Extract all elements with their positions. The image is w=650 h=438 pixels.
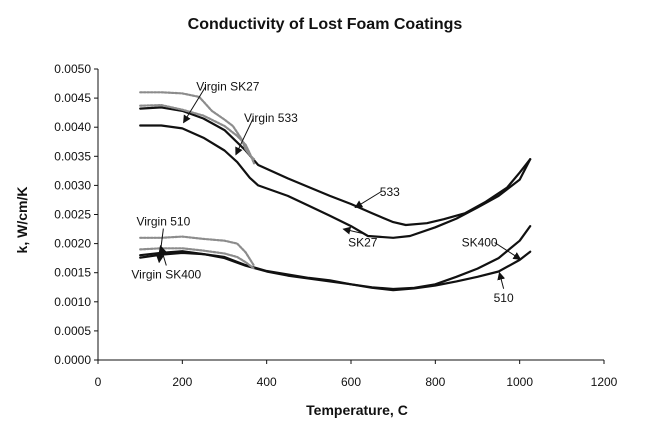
y-tick-label: 0.0020 <box>54 237 91 251</box>
y-tick-label: 0.0035 <box>54 149 91 163</box>
y-tick-label: 0.0040 <box>54 120 91 134</box>
annotation-label-510: 510 <box>494 291 514 305</box>
chart-title: Conductivity of Lost Foam Coatings <box>187 16 463 33</box>
x-tick-label: 0 <box>95 375 102 389</box>
series-layer <box>139 91 532 292</box>
y-tick-label: 0.0000 <box>54 353 91 367</box>
annotation-arrow-510 <box>497 271 506 289</box>
annotation-arrow-sk27 <box>342 226 363 235</box>
y-tick-label: 0.0050 <box>54 62 91 76</box>
y-tick-label: 0.0010 <box>54 295 91 309</box>
x-tick-label: 200 <box>172 375 192 389</box>
annotation-arrow-533 <box>354 191 382 209</box>
annotation-label-sk400: SK400 <box>462 236 498 250</box>
y-tick-label: 0.0025 <box>54 208 91 222</box>
annotation-arrow-sk400 <box>494 242 522 260</box>
x-tick-label: 1200 <box>591 375 618 389</box>
y-tick-label: 0.0030 <box>54 178 91 192</box>
annotation-layer: Virgin SK27 Virgin 533 533 SK27 SK400 510 Virg… <box>131 80 522 305</box>
series-line-virgin-533 <box>139 104 256 165</box>
series-line-virgin-sk400 <box>139 247 256 270</box>
y-axis: 0.0000 0.0005 0.0010 0.0015 0.0020 0.0025 0.00… <box>54 62 98 367</box>
x-axis: 0 200 400 600 800 1000 1200 <box>95 360 618 389</box>
annotation-arrow-virgin-sk400 <box>158 244 167 266</box>
annotation-label-533: 533 <box>380 185 400 199</box>
annotation-label-sk27: SK27 <box>348 236 378 250</box>
series-line-510 <box>139 250 532 292</box>
y-tick-label: 0.0005 <box>54 324 91 338</box>
series-line-533 <box>139 106 532 227</box>
annotation-arrow-virgin-sk27 <box>183 86 207 124</box>
annotation-arrow-virgin-533 <box>235 117 254 156</box>
annotation-arrow-virgin-510 <box>156 228 164 264</box>
y-axis-title: k, W/cm/K <box>14 187 30 254</box>
x-axis-title: Temperature, C <box>306 402 408 418</box>
x-tick-label: 1000 <box>506 375 533 389</box>
annotation-label-virgin-sk27: Virgin SK27 <box>196 80 259 94</box>
y-tick-label: 0.0015 <box>54 266 91 280</box>
y-tick-label: 0.0045 <box>54 91 91 105</box>
series-line-virgin-sk27 <box>139 91 256 161</box>
annotation-label-virgin-533: Virgin 533 <box>244 111 298 125</box>
series-line-sk27 <box>139 124 532 239</box>
x-tick-label: 600 <box>341 375 361 389</box>
x-tick-label: 400 <box>257 375 277 389</box>
annotation-label-virgin-510: Virgin 510 <box>136 215 190 229</box>
annotation-label-virgin-sk400: Virgin SK400 <box>131 268 201 282</box>
series-line-virgin-510 <box>139 235 256 267</box>
x-tick-label: 800 <box>425 375 445 389</box>
